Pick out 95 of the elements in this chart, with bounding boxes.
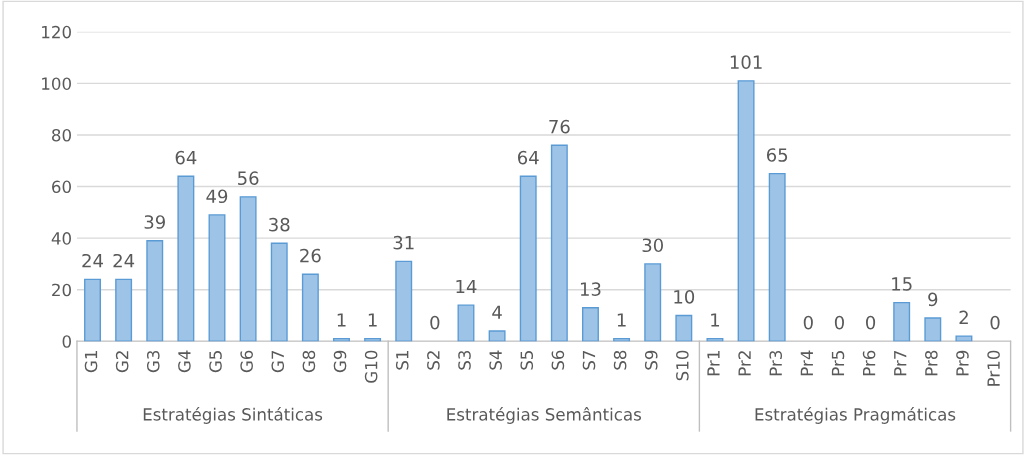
data-label: 1 <box>368 313 377 327</box>
data-label: 13 <box>580 282 601 296</box>
x-tick-label: S6 <box>551 350 565 370</box>
data-label: 9 <box>928 292 938 307</box>
data-label: 0 <box>990 315 1000 330</box>
bar <box>146 239 164 342</box>
data-label: 2 <box>959 310 968 325</box>
x-tick-label: G9 <box>333 350 347 373</box>
x-tick-label: G2 <box>115 351 129 373</box>
data-label: 30 <box>642 238 663 253</box>
bar <box>613 337 631 342</box>
x-tick-label: G8 <box>302 350 316 373</box>
x-tick-label: S3 <box>458 350 471 370</box>
bar <box>955 335 973 342</box>
x-tick-label: S9 <box>644 350 658 370</box>
bar <box>924 317 942 342</box>
bar <box>893 301 911 342</box>
data-label: 26 <box>300 248 321 263</box>
data-label: 38 <box>269 217 290 232</box>
x-tick-label: S2 <box>427 351 440 370</box>
y-tick-label: 0 <box>62 335 71 348</box>
bar <box>239 196 257 342</box>
x-tick-label: G3 <box>146 350 160 373</box>
y-tick-label: 100 <box>42 77 71 90</box>
x-tick-label: Pr5 <box>831 351 845 376</box>
bar <box>581 307 599 342</box>
bar <box>457 304 475 342</box>
x-tick-label: Pr9 <box>956 350 969 376</box>
y-tick-label: 120 <box>42 25 71 39</box>
x-tick-label: G1 <box>84 351 98 373</box>
data-label: 56 <box>238 171 259 186</box>
x-tick-label: S10 <box>676 350 689 381</box>
bar <box>208 214 226 342</box>
bar <box>768 172 786 342</box>
data-label: 76 <box>549 119 570 134</box>
text: Estratégias Sintáticas <box>143 407 323 424</box>
data-label: 1 <box>617 313 626 327</box>
data-label: 49 <box>206 189 228 204</box>
data-label: 65 <box>766 148 788 162</box>
data-label: 4 <box>492 305 502 319</box>
x-tick-label: G7 <box>271 351 285 373</box>
x-tick-label: S4 <box>489 350 502 370</box>
text: Estratégias Pragmáticas <box>755 407 956 424</box>
bar <box>737 80 755 342</box>
x-tick-label: G5 <box>209 351 222 373</box>
data-label: 39 <box>144 215 165 229</box>
data-label: 1 <box>337 313 346 327</box>
bar <box>519 175 537 342</box>
data-label: 31 <box>393 235 414 250</box>
bar <box>675 314 693 342</box>
data-label: 1 <box>711 313 720 327</box>
x-tick-label: S7 <box>582 351 596 370</box>
data-label: 15 <box>892 277 912 291</box>
x-tick-label: Pr8 <box>925 350 938 376</box>
data-label: 0 <box>803 315 813 330</box>
x-tick-label: Pr6 <box>862 350 876 376</box>
bar <box>177 175 195 342</box>
data-label: 24 <box>113 253 135 268</box>
x-tick-label: G10 <box>364 350 378 383</box>
text: Estratégias Semânticas <box>447 407 642 424</box>
bar <box>364 337 382 342</box>
data-label: 0 <box>866 315 876 330</box>
bar <box>115 278 133 342</box>
x-tick-label: Pr1 <box>707 351 720 376</box>
bar <box>84 278 101 342</box>
bar <box>550 144 568 342</box>
data-label: 0 <box>834 315 844 330</box>
x-tick-label: Pr7 <box>894 351 907 376</box>
data-label: 64 <box>517 150 539 165</box>
bar <box>270 242 288 342</box>
x-tick-label: Pr2 <box>738 351 751 376</box>
bar <box>644 263 662 342</box>
bar <box>488 330 506 342</box>
x-tick-label: Pr4 <box>800 350 813 376</box>
y-tick-label: 20 <box>52 283 71 297</box>
x-tick-label: S5 <box>520 351 534 370</box>
x-tick-label: S8 <box>613 350 627 370</box>
x-tick-label: G6 <box>240 350 253 373</box>
bar <box>706 337 724 342</box>
data-label: 0 <box>430 315 440 330</box>
x-tick-label: Pr3 <box>769 350 783 376</box>
x-tick-label: G4 <box>178 350 191 373</box>
x-tick-label: S1 <box>395 351 409 370</box>
bar <box>395 260 413 342</box>
data-label: 10 <box>674 289 695 304</box>
y-tick-label: 80 <box>52 128 71 142</box>
data-label: 101 <box>730 55 762 70</box>
y-tick-label: 60 <box>52 180 71 194</box>
x-tick-label: Pr10 <box>987 350 1000 386</box>
data-label: 14 <box>456 279 477 294</box>
y-tick-label: 40 <box>51 232 71 245</box>
bar <box>301 273 319 342</box>
data-label: 64 <box>175 150 197 165</box>
data-label: 24 <box>82 253 103 268</box>
bar <box>333 337 350 342</box>
